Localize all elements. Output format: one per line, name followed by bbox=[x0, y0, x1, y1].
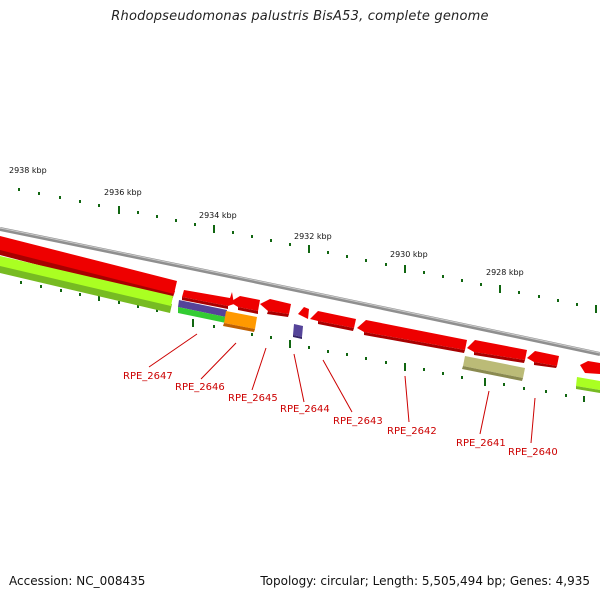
gene-label: RPE_2642 bbox=[387, 426, 437, 437]
major-tick bbox=[583, 396, 585, 402]
topology-text: Topology: circular; Length: 5,505,494 bp… bbox=[260, 574, 590, 588]
gene-label: RPE_2647 bbox=[123, 371, 173, 382]
gene-label: RPE_2641 bbox=[456, 438, 506, 449]
gene-rpe2647-bar bbox=[178, 300, 227, 323]
major-tick bbox=[213, 225, 215, 233]
tick-label: 2930 kbp bbox=[390, 250, 428, 259]
gene-rpe2644-bar bbox=[293, 324, 303, 339]
major-tick bbox=[192, 319, 194, 327]
gene-rpe2641-bar bbox=[462, 356, 525, 381]
accession-text: Accession: NC_008435 bbox=[9, 574, 146, 588]
genome-title: Rhodopseudomonas palustris BisA53, compl… bbox=[111, 9, 489, 24]
gene-label: RPE_2644 bbox=[280, 404, 330, 415]
major-tick bbox=[118, 206, 120, 214]
major-tick bbox=[404, 363, 406, 371]
gene-label: RPE_2645 bbox=[228, 393, 278, 404]
gene-label: RPE_2640 bbox=[508, 447, 558, 458]
label-leader-lines bbox=[148, 333, 536, 444]
tick-label: 2938 kbp bbox=[9, 166, 47, 175]
gene-lime-left bbox=[0, 256, 173, 313]
major-tick bbox=[289, 340, 291, 348]
gene-label: RPE_2643 bbox=[333, 416, 383, 427]
gene-red-arrows bbox=[182, 290, 600, 374]
gene-label: RPE_2646 bbox=[175, 382, 225, 393]
major-tick bbox=[404, 265, 406, 273]
ruler-lower bbox=[20, 281, 585, 402]
tick-label: 2936 kbp bbox=[104, 188, 142, 197]
gene-lime-right bbox=[576, 377, 600, 393]
tick-label: 2932 kbp bbox=[294, 232, 332, 241]
gene-rpe2646-bar bbox=[223, 311, 257, 332]
major-tick bbox=[499, 285, 501, 293]
genome-backbone-highlight bbox=[0, 227, 600, 354]
ruler-upper bbox=[18, 188, 597, 313]
major-tick bbox=[595, 305, 597, 313]
major-tick bbox=[98, 296, 100, 301]
major-tick bbox=[484, 378, 486, 386]
genome-backbone bbox=[0, 227, 600, 356]
tick-label: 2928 kbp bbox=[486, 268, 524, 277]
major-tick bbox=[308, 245, 310, 253]
tick-label: 2934 kbp bbox=[199, 211, 237, 220]
